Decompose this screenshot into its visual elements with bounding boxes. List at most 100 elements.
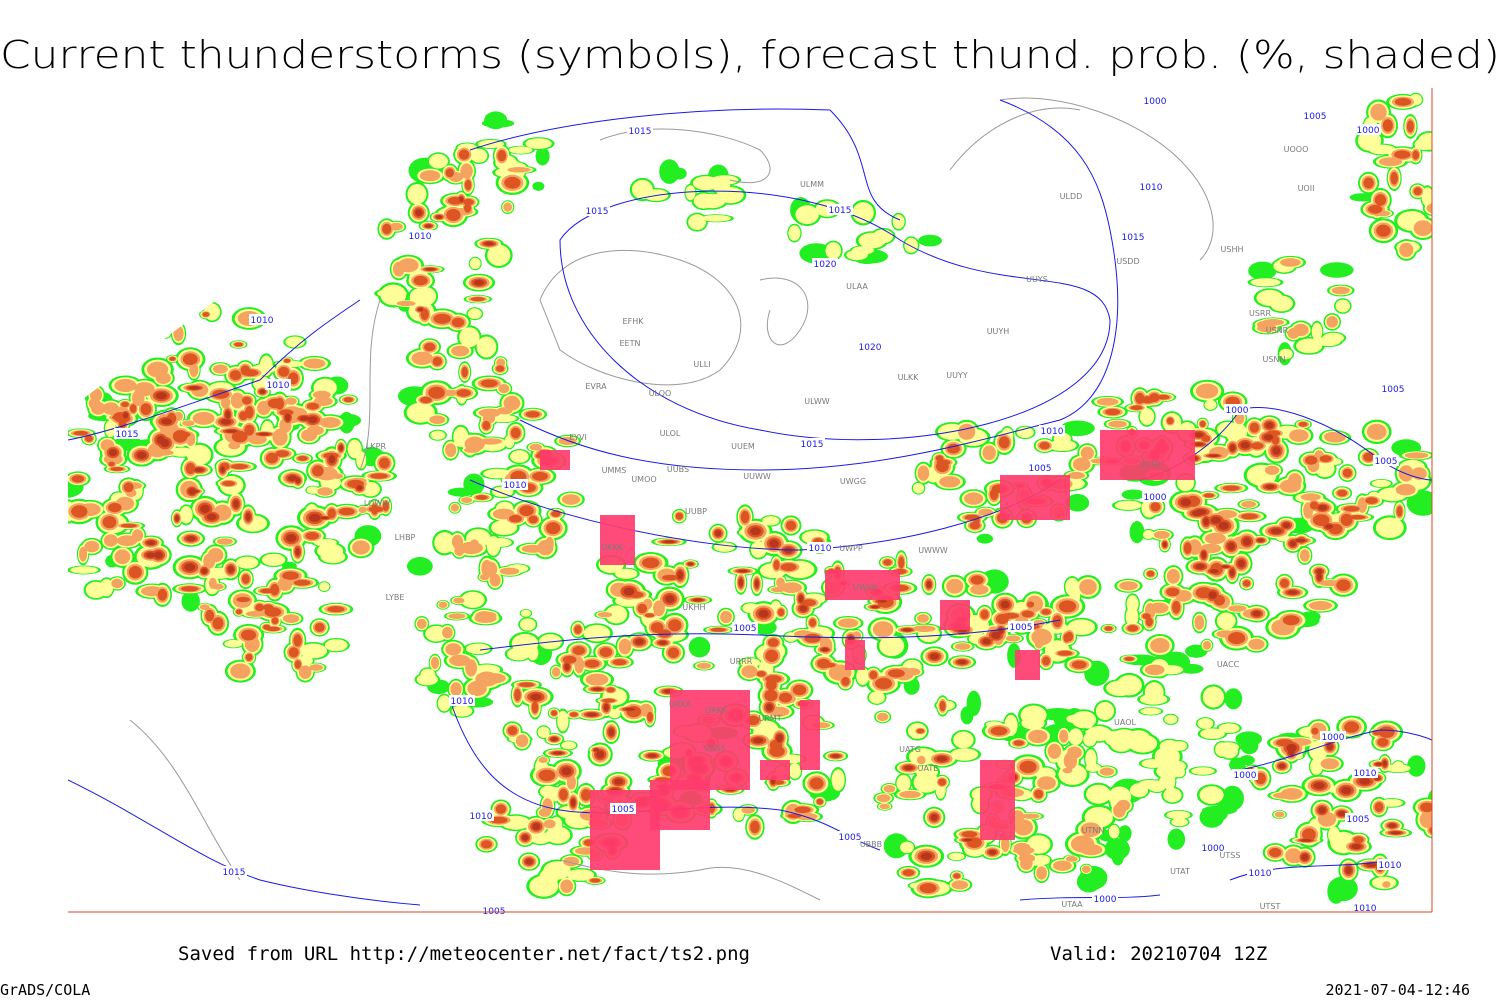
probability-shade (1251, 442, 1264, 450)
probability-shade (222, 480, 236, 487)
probability-shade (899, 790, 921, 799)
probability-shade (858, 232, 886, 249)
probability-shade (1129, 521, 1145, 544)
probability-shade (518, 682, 535, 688)
probability-shade (132, 529, 144, 542)
probability-shade (608, 728, 615, 736)
probability-shade (1278, 763, 1286, 769)
probability-shade (356, 485, 363, 491)
probability-shade (960, 706, 974, 725)
probability-shade (794, 806, 811, 814)
isobar-label: 1015 (829, 206, 852, 216)
probability-shade (317, 487, 333, 496)
probability-shade (103, 534, 118, 547)
probability-shade (230, 663, 251, 679)
probability-shade (229, 370, 242, 381)
probability-shade (258, 432, 270, 436)
probability-shade (1309, 501, 1319, 510)
probability-shade (201, 568, 208, 574)
probability-shade (1249, 422, 1260, 433)
storm-symbols (940, 600, 970, 630)
probability-shade (207, 548, 224, 563)
probability-shade (665, 595, 675, 603)
probability-shade (155, 392, 167, 400)
isobar-label: 1005 (1304, 112, 1327, 122)
probability-shade (456, 389, 471, 397)
probability-shade (264, 607, 282, 617)
probability-shade (741, 665, 758, 678)
probability-shade (1370, 103, 1387, 121)
probability-shade (877, 600, 888, 603)
probability-shade (913, 772, 940, 793)
probability-shade (1302, 828, 1316, 841)
probability-shade (1218, 521, 1229, 530)
probability-shade (236, 609, 242, 615)
probability-shade (459, 196, 464, 203)
probability-shade (1263, 434, 1274, 441)
probability-shade (107, 326, 123, 337)
probability-shade (1140, 396, 1155, 404)
probability-shade (551, 737, 558, 742)
probability-shade (779, 692, 792, 703)
isobar-label: 1010 (1140, 183, 1163, 193)
probability-shade (1353, 836, 1364, 844)
probability-shade (496, 407, 513, 415)
probability-shade (245, 512, 251, 521)
probability-shade (1338, 811, 1346, 817)
probability-shade (953, 731, 974, 749)
probability-shade (1203, 517, 1209, 526)
probability-shade (528, 515, 538, 524)
probability-shade (846, 249, 868, 261)
probability-shade (151, 307, 166, 320)
isobar-label: 1015 (116, 430, 139, 440)
probability-shade (504, 176, 521, 189)
probability-shade (433, 313, 451, 324)
probability-shade (1382, 881, 1391, 888)
probability-shade (288, 647, 299, 658)
probability-shade (920, 852, 932, 860)
isobar-label: 1010 (1249, 869, 1272, 879)
probability-shade (1171, 818, 1188, 827)
probability-shade (1309, 601, 1332, 611)
probability-shade (338, 411, 355, 434)
probability-shade (239, 411, 248, 421)
probability-shade (635, 638, 644, 645)
probability-shade (1197, 718, 1214, 729)
station-code: LHBP (395, 533, 416, 542)
station-code: UUBP (685, 507, 707, 516)
probability-shade (930, 653, 939, 660)
probability-shade (961, 831, 978, 838)
probability-shade (795, 205, 819, 225)
probability-shade (593, 748, 600, 752)
probability-shade (458, 149, 470, 160)
probability-shade (898, 556, 905, 569)
probability-shade (1172, 600, 1181, 614)
probability-shade (1376, 224, 1391, 237)
probability-shade (1146, 570, 1155, 577)
probability-shade (659, 159, 680, 184)
probability-shade (416, 673, 438, 686)
probability-shade (1418, 132, 1432, 150)
probability-shade (132, 318, 143, 332)
probability-shade (305, 532, 320, 540)
probability-shade (1319, 455, 1332, 463)
station-code: USNN (1263, 355, 1286, 364)
probability-shade (272, 428, 288, 446)
isobar-label: 1010 (251, 316, 274, 326)
station-code: LOWW (364, 499, 390, 508)
probability-shade (117, 344, 131, 360)
probability-shade (200, 504, 210, 514)
probability-shade (766, 678, 777, 691)
probability-shade (430, 430, 446, 440)
probability-shade (957, 659, 967, 665)
probability-shade (583, 624, 611, 642)
probability-shade (1351, 843, 1362, 850)
probability-shade (769, 539, 779, 548)
probability-shade (958, 423, 976, 440)
probability-shade (1085, 749, 1097, 769)
probability-shade (1065, 856, 1078, 862)
station-code: UACC (1217, 660, 1240, 669)
probability-shade (1224, 688, 1243, 710)
probability-shade (199, 296, 212, 307)
probability-shade (1140, 707, 1162, 715)
